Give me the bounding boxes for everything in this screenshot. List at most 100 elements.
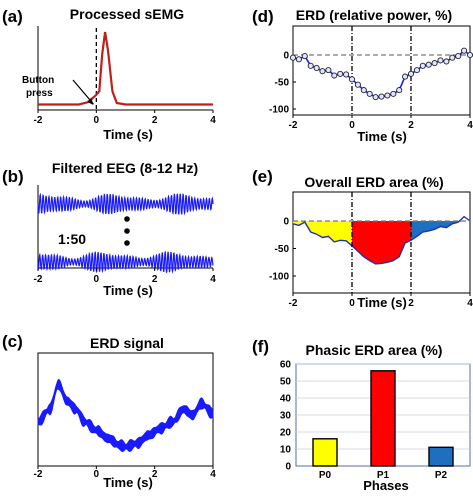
f-category-label-p2: P2: [435, 470, 448, 481]
title-e: Overall ERD area (%): [304, 174, 443, 190]
d-erd-point-29: [461, 47, 468, 54]
c-xtick-label-0: -2: [34, 469, 43, 480]
d-erd-point-24: [431, 60, 438, 67]
b-xtick-label-0: -2: [34, 274, 43, 285]
f-ytick-label-5: 50: [280, 377, 292, 388]
xlabel-d: Time (s): [357, 129, 407, 144]
b-xtick-label-1: 0: [94, 274, 100, 285]
d-xtick-label-0: -2: [289, 120, 298, 131]
e-xtick-label-2: 2: [408, 298, 414, 309]
d-erd-point-21: [413, 67, 420, 74]
title-b: Filtered EEG (8-12 Hz): [52, 160, 198, 176]
xlabel-c: Time (s): [103, 475, 153, 490]
d-erd-point-6: [325, 67, 332, 74]
d-erd-point-20: [407, 70, 415, 77]
a-xtick-label-1: 0: [94, 115, 100, 126]
a-xtick-label-3: 4: [210, 115, 216, 126]
a-semg-line: [38, 31, 213, 106]
d-erd-point-1: [295, 56, 302, 63]
xlabel-e: Time (s): [357, 295, 407, 310]
e-area-phase-1: [352, 221, 411, 264]
d-erd-point-19: [402, 73, 409, 80]
f-bar-p0: [312, 438, 338, 467]
panel-label-b: (b): [2, 167, 24, 186]
d-erd-point-25: [437, 57, 444, 64]
d-frame: [292, 25, 471, 116]
d-erd-point-8: [337, 70, 344, 77]
title-f: Phasic ERD area (%): [306, 342, 443, 358]
d-erd-point-2: [301, 53, 308, 60]
f-ytick-label-0: 0: [285, 462, 291, 473]
xlabel-f: Phases: [363, 478, 409, 493]
d-xtick-label-2: 2: [408, 120, 414, 131]
c-xtick-label-3: 4: [210, 469, 216, 480]
e-area-phase-0: [293, 221, 352, 246]
a-xtick-label-0: -2: [34, 115, 43, 126]
d-erd-point-26: [443, 58, 450, 65]
e-ytick-label-0: 0: [283, 217, 289, 228]
d-erd-point-3: [307, 62, 314, 69]
f-bar-p2: [428, 446, 454, 467]
d-erd-point-7: [331, 72, 338, 79]
f-ytick-label-2: 20: [280, 428, 292, 439]
xlabel-a: Time (s): [103, 127, 153, 142]
e-xtick-label-0: -2: [289, 298, 298, 309]
d-erd-point-22: [419, 62, 426, 69]
f-ytick-label-1: 10: [280, 445, 292, 456]
a-xtick-label-2: 2: [152, 115, 158, 126]
b-xtick-label-2: 2: [152, 274, 158, 285]
b-eeg-trace-2: [37, 251, 214, 274]
d-erd-point-14: [372, 94, 379, 101]
d-ytick-label-0: 0: [283, 51, 289, 62]
e-erd-line: [292, 215, 471, 265]
c-frame: [37, 352, 214, 467]
c-erd-band: [37, 378, 214, 452]
d-erd-point-5: [319, 68, 326, 75]
b-ellipsis-dot-3: [124, 240, 130, 246]
f-category-label-p0: P0: [319, 470, 332, 481]
title-c: ERD signal: [90, 335, 164, 351]
f-ytick-label-4: 40: [280, 394, 292, 405]
f-ytick-label-6: 60: [280, 360, 292, 371]
f-category-label-p1: P1: [377, 470, 390, 481]
b-xtick-label-3: 4: [210, 274, 216, 285]
b-ellipsis-dot-2: [124, 228, 130, 234]
d-xtick-label-1: 0: [349, 120, 355, 131]
panel-label-e: (e): [252, 167, 273, 186]
c-xtick-label-2: 2: [152, 469, 158, 480]
b-ellipsis-dot-1: [124, 216, 130, 222]
d-erd-point-30: [466, 51, 473, 59]
d-erd-point-15: [378, 93, 385, 100]
xlabel-b: Time (s): [103, 283, 153, 298]
e-ytick-label-2: -100: [269, 272, 289, 283]
panel-label-d: (d): [252, 7, 274, 26]
panel-label-a: (a): [2, 7, 23, 26]
d-erd-point-23: [425, 61, 432, 68]
annotation-ratio: 1:50: [58, 231, 86, 247]
d-erd-point-12: [360, 87, 367, 94]
e-ytick-label-1: -50: [275, 244, 290, 255]
d-erd-point-10: [348, 76, 356, 83]
e-area-phase-2: [411, 221, 470, 241]
panel-label-f: (f): [252, 337, 269, 356]
title-a: Processed sEMG: [70, 6, 184, 22]
b-eeg-trace-1: [37, 192, 214, 216]
annotation-button-press-2: press: [26, 88, 53, 99]
d-erd-point-11: [354, 81, 361, 88]
d-erd-line: [292, 49, 471, 98]
c-xtick-label-1: 0: [94, 469, 100, 480]
d-erd-point-9: [343, 71, 350, 78]
a-arrow-head: [87, 98, 94, 105]
d-erd-point-16: [384, 92, 391, 99]
d-ytick-label-2: -100: [269, 105, 289, 116]
d-erd-point-4: [313, 64, 320, 72]
d-erd-point-13: [366, 90, 373, 97]
e-xtick-label-3: 4: [467, 298, 473, 309]
f-ytick-label-3: 30: [280, 411, 292, 422]
d-erd-point-0: [289, 54, 297, 61]
d-erd-point-27: [449, 54, 456, 61]
f-bar-p1: [370, 370, 396, 467]
d-xtick-label-3: 4: [467, 120, 473, 131]
d-erd-point-28: [455, 53, 462, 60]
